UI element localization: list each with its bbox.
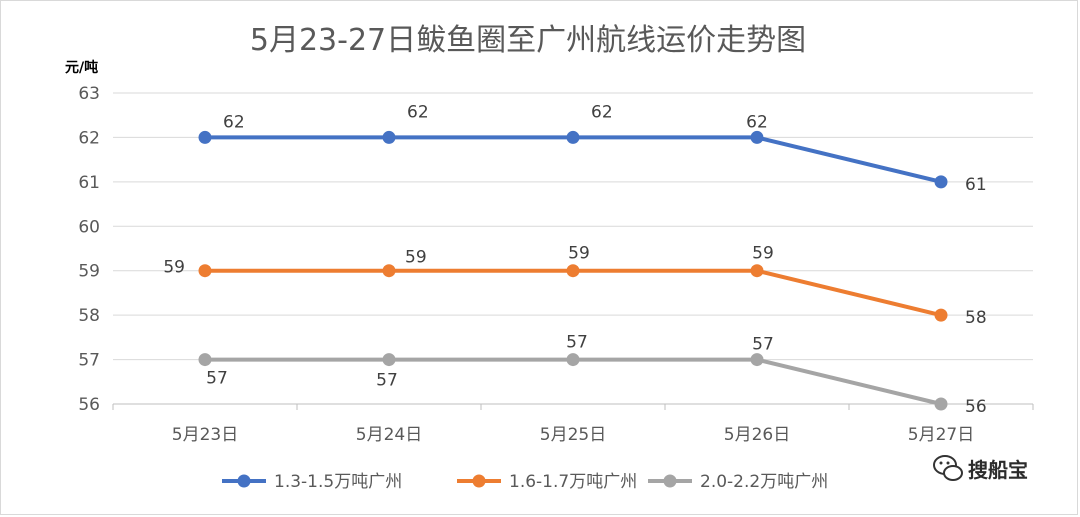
data-point (566, 130, 580, 144)
legend-swatch-marker (472, 474, 486, 488)
series-line (203, 357, 943, 406)
data-point (750, 353, 764, 367)
data-point (934, 175, 948, 189)
y-tick-label: 59 (78, 262, 100, 282)
data-point (382, 353, 396, 367)
watermark-right-text: 搜船宝 (968, 458, 1028, 482)
data-point (198, 353, 212, 367)
y-tick-label: 58 (78, 306, 100, 326)
data-labels: 62 62 62 62 61 59 59 59 59 58 57 57 57 57 56 (163, 102, 986, 417)
series-lines (198, 130, 948, 411)
x-tick-label: 5月24日 (356, 425, 422, 445)
y-axis-unit-label: 元/吨 (65, 59, 98, 76)
y-tick-label: 56 (78, 395, 100, 415)
data-label: 59 (163, 258, 185, 278)
chart-title: 5月23-27日鲅鱼圈至广州航线运价走势图 (250, 23, 806, 58)
data-point (750, 264, 764, 278)
data-label: 57 (376, 371, 398, 391)
data-label: 62 (591, 102, 613, 122)
data-label: 59 (405, 248, 427, 268)
data-label: 56 (965, 397, 987, 417)
data-point (750, 130, 764, 144)
data-point (198, 130, 212, 144)
data-point (382, 264, 396, 278)
data-point (566, 264, 580, 278)
x-axis: 5月23日 5月24日 5月25日 5月26日 5月27日 (112, 404, 1034, 445)
data-label: 61 (965, 175, 987, 195)
y-tick-label: 62 (78, 128, 100, 148)
data-label: 62 (746, 112, 768, 132)
legend: 1.3-1.5万吨广州 1.6-1.7万吨广州 2.0-2.2万吨广州 (222, 472, 828, 492)
data-label: 59 (568, 244, 590, 264)
y-tick-label: 57 (78, 351, 100, 371)
data-label: 62 (223, 112, 245, 132)
weibo-icon (9, 485, 44, 507)
data-label: 59 (752, 244, 774, 264)
series-line (203, 135, 943, 184)
data-label: 57 (566, 333, 588, 353)
legend-swatch-marker (663, 474, 677, 488)
wechat-icon (933, 455, 963, 481)
y-tick-label: 60 (78, 217, 100, 237)
legend-label: 1.3-1.5万吨广州 (274, 472, 402, 492)
series-line (203, 268, 943, 318)
data-point (198, 264, 212, 278)
data-label: 62 (407, 102, 429, 122)
watermark-left-text: 大数跨境 (48, 486, 124, 509)
y-axis-ticks: 56 57 58 59 60 61 62 63 (78, 84, 100, 415)
legend-label: 2.0-2.2万吨广州 (700, 472, 828, 492)
data-point (934, 308, 948, 322)
data-label: 57 (206, 369, 228, 389)
x-tick-label: 5月27日 (908, 425, 974, 445)
x-tick-label: 5月23日 (172, 425, 238, 445)
y-tick-label: 61 (78, 173, 100, 193)
data-label: 57 (752, 335, 774, 355)
y-tick-label: 63 (78, 84, 100, 104)
data-point (382, 130, 396, 144)
x-tick-label: 5月25日 (540, 425, 606, 445)
data-label: 58 (965, 308, 987, 328)
legend-label: 1.6-1.7万吨广州 (509, 472, 637, 492)
data-point (934, 397, 948, 411)
legend-swatch-marker (237, 474, 251, 488)
data-point (566, 353, 580, 367)
x-tick-label: 5月26日 (724, 425, 790, 445)
